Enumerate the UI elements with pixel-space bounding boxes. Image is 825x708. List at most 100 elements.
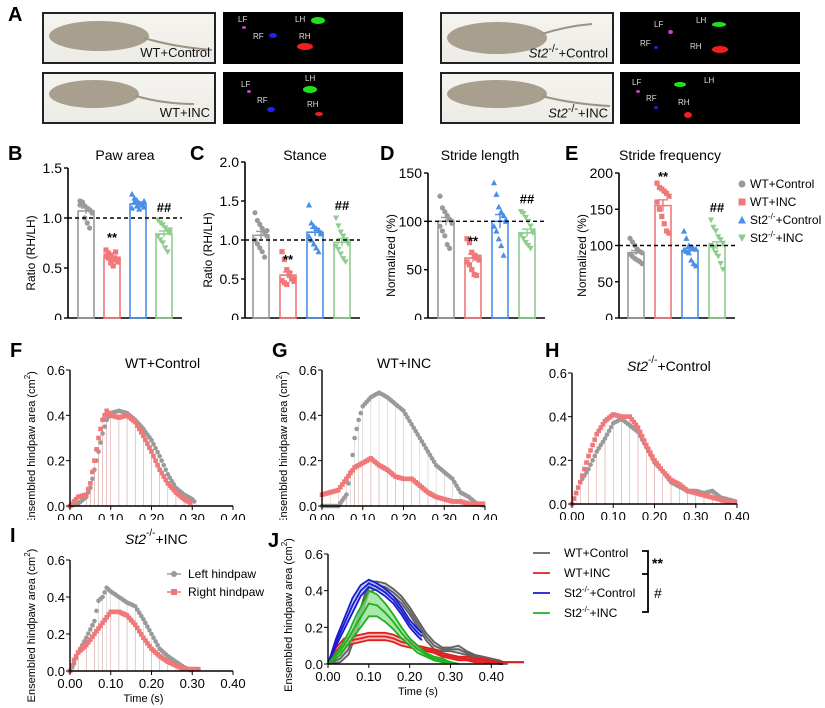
x-tick-label: 0.10 xyxy=(98,511,123,520)
data-point xyxy=(444,241,450,248)
data-point xyxy=(162,225,169,232)
paw-label-lf: LF xyxy=(241,80,251,89)
x-tick-label: 0.40 xyxy=(220,511,245,520)
sem-upper-line xyxy=(327,631,524,665)
paw-label-lh: LH xyxy=(295,15,306,24)
data-point xyxy=(342,479,347,484)
data-point xyxy=(454,483,459,488)
data-point xyxy=(136,628,142,634)
data-point xyxy=(437,223,443,229)
data-point xyxy=(86,631,91,636)
paw-lf-icon xyxy=(247,90,251,93)
data-point xyxy=(166,227,174,234)
data-point xyxy=(348,470,353,476)
data-point xyxy=(92,458,97,463)
data-point xyxy=(586,466,591,472)
data-point xyxy=(429,456,435,461)
data-point xyxy=(590,458,595,463)
data-point xyxy=(350,468,355,473)
data-point xyxy=(346,481,351,486)
y-tick-label: 0.6 xyxy=(305,547,323,562)
legend-label: WT+INC xyxy=(750,195,797,209)
legend-label: Left hindpaw xyxy=(188,567,256,581)
data-point xyxy=(151,441,156,447)
chart-title: Stride frequency xyxy=(619,147,721,163)
x-tick-label: 0.30 xyxy=(432,511,457,520)
data-point xyxy=(688,256,695,263)
legend-marker xyxy=(171,571,177,577)
data-point xyxy=(130,620,136,625)
x-tick-label: 0.00 xyxy=(315,669,340,684)
data-point xyxy=(92,631,97,637)
data-point xyxy=(100,620,105,626)
data-point xyxy=(89,210,95,216)
y-tick-label: 0.6 xyxy=(549,366,567,381)
data-point xyxy=(520,236,527,242)
bar xyxy=(129,203,147,319)
data-point xyxy=(96,435,101,441)
chart-title: Stance xyxy=(283,147,327,163)
data-point xyxy=(493,227,500,234)
data-point xyxy=(421,442,427,448)
sem-lower-line xyxy=(327,585,423,665)
data-point xyxy=(417,435,423,441)
chart-st2-control-hindpaw: St2-/-+Control 0.0 0.2 0.4 0.6 0.00 0.10 0.20 0.… xyxy=(549,355,750,520)
y-tick-label: 0.6 xyxy=(299,363,317,378)
data-point xyxy=(102,424,107,429)
data-point xyxy=(332,243,340,250)
x-tick-label: 0.00 xyxy=(309,511,334,520)
paw-label-rh: RH xyxy=(678,98,690,107)
data-point xyxy=(157,237,164,244)
data-point xyxy=(493,191,500,197)
mouse-silhouette-icon xyxy=(49,80,195,108)
paw-label-lf: LF xyxy=(654,20,664,29)
data-point xyxy=(84,642,89,648)
mouse-silhouette-icon xyxy=(447,80,611,108)
data-point xyxy=(147,643,152,649)
data-point xyxy=(264,233,270,239)
y-tick-label: 0.4 xyxy=(305,584,323,599)
y-tick-label: 0.2 xyxy=(47,454,65,469)
genotype-prefix: St2 xyxy=(528,45,549,60)
data-point xyxy=(337,251,344,258)
data-point xyxy=(128,204,136,211)
data-point xyxy=(344,476,349,482)
data-point xyxy=(656,206,662,212)
data-point xyxy=(88,637,93,642)
x-tick-label: 0.20 xyxy=(139,676,164,691)
photo-label: WT+INC xyxy=(159,105,210,120)
y-tick-label: 200 xyxy=(590,165,614,181)
mouse-photo-wt-control: WT+Control xyxy=(42,12,216,64)
data-point xyxy=(340,482,345,487)
data-point xyxy=(79,199,85,205)
x-tick-label: 0.20 xyxy=(139,511,164,520)
data-point xyxy=(187,500,193,505)
paw-label-rf: RF xyxy=(646,94,657,103)
data-point xyxy=(447,245,453,251)
chart-stride-length: Stride length 0 50 100 150 Normalized (%) ** ## xyxy=(384,147,545,320)
data-point xyxy=(582,466,587,472)
data-point xyxy=(291,278,297,284)
data-point xyxy=(606,428,612,434)
paw-label-lf: LF xyxy=(238,15,248,24)
data-point xyxy=(87,225,93,231)
data-point xyxy=(84,220,90,226)
y-tick-label: 0.4 xyxy=(47,408,65,423)
data-point xyxy=(139,632,144,637)
data-point xyxy=(315,248,322,255)
data-point xyxy=(264,228,270,234)
data-point xyxy=(573,490,579,496)
data-point xyxy=(139,430,144,435)
legend-marker xyxy=(171,589,177,595)
data-point xyxy=(592,437,597,442)
data-point xyxy=(102,617,107,623)
data-point xyxy=(352,435,357,441)
significance-bracket xyxy=(642,550,649,613)
data-point xyxy=(641,438,647,443)
genotype-prefix: St2 xyxy=(548,105,568,120)
photo-label: WT+Control xyxy=(140,45,210,60)
x-tick-label: 0.20 xyxy=(391,511,416,520)
data-point xyxy=(594,431,600,437)
data-point xyxy=(163,467,169,473)
significance-label: ## xyxy=(710,200,725,215)
